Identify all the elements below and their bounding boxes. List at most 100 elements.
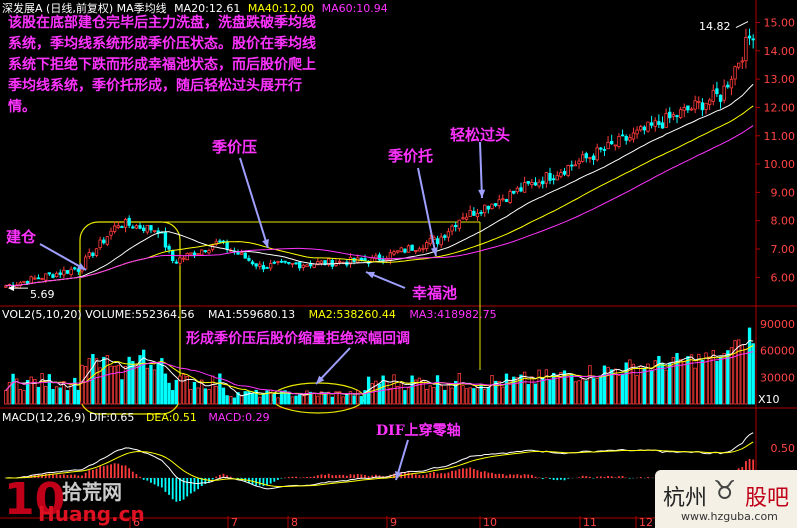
volume-bar	[330, 396, 335, 405]
candle-up	[588, 157, 592, 159]
volume-bar	[548, 379, 552, 405]
macd-value: MACD:0.29	[208, 411, 270, 424]
candle-up	[744, 36, 748, 62]
candle-down	[454, 224, 458, 228]
volume-bar	[171, 390, 175, 405]
candle-up	[653, 120, 657, 127]
volume-bar	[483, 389, 487, 405]
candle-up	[635, 129, 639, 135]
vol-ma3-line	[5, 351, 754, 395]
candle-down	[562, 170, 567, 175]
candle-down	[298, 261, 302, 269]
candle-up	[428, 238, 432, 245]
ma20-line	[5, 83, 754, 287]
volume-bar	[559, 372, 563, 405]
candle-down	[751, 38, 755, 41]
candle-up	[497, 199, 501, 207]
volume-bar	[580, 378, 585, 405]
volume-bar	[276, 397, 280, 405]
candle-up	[196, 253, 200, 255]
volume-bar	[123, 366, 128, 405]
volume-bar	[617, 375, 621, 405]
candle-down	[472, 210, 476, 216]
volume-bar	[508, 379, 512, 405]
chart-header: 深发展A (日线,前复权) MA季均线 MA20:12.61 MA40:12.0…	[2, 2, 388, 15]
candle-down	[73, 267, 77, 270]
volume-bar	[174, 379, 179, 405]
candle-up	[69, 268, 73, 275]
label-vol-note: 形成季价压后股价缩量拒绝深幅回调	[186, 331, 410, 347]
volume-bar	[541, 378, 545, 405]
volume-bar	[327, 391, 331, 405]
candle-up	[457, 219, 461, 229]
volume-bar	[192, 381, 197, 405]
candle-down	[279, 260, 284, 263]
candle-down	[570, 164, 574, 167]
candle-up	[515, 187, 520, 193]
vol-ma3: MA3:418982.75	[409, 308, 497, 321]
volume-bar	[472, 388, 476, 405]
arrow-xingfuchi-head	[366, 271, 375, 279]
volume-bar	[537, 369, 541, 405]
price-panel	[4, 28, 755, 289]
ma40-value: MA40:12.00	[247, 2, 315, 15]
volume-bar	[613, 368, 617, 405]
volume-bar	[301, 395, 305, 405]
volume-bar	[461, 385, 465, 405]
volume-bar	[236, 392, 240, 405]
candle-up	[189, 252, 193, 255]
volume-bar	[163, 373, 168, 405]
volume-bar	[555, 374, 559, 405]
volume-bar	[486, 386, 491, 405]
candle-up	[450, 225, 454, 232]
volume-bar	[675, 353, 679, 405]
watermark-left-cn: 拾荒网	[62, 480, 122, 504]
volume-bar	[247, 391, 251, 405]
volume-bar	[210, 375, 215, 405]
candle-up	[200, 249, 204, 256]
candle-down	[668, 111, 672, 119]
candle-down	[167, 245, 171, 250]
label-jiancang: 建仓	[6, 228, 37, 246]
candle-down	[247, 257, 251, 261]
volume-bar	[512, 376, 516, 405]
volume-bar	[660, 363, 665, 405]
month-label: 11	[583, 516, 597, 528]
volume-bar	[334, 391, 338, 405]
candle-down	[243, 252, 247, 259]
price-tick-label: 10.00	[764, 158, 796, 171]
volume-bar	[294, 395, 298, 405]
candle-up	[678, 109, 683, 118]
volume-bar	[22, 390, 26, 405]
volume-bar	[207, 389, 211, 405]
volume-bar	[142, 349, 146, 405]
arrow-jiancang-head	[77, 262, 86, 270]
candle-down	[287, 261, 291, 264]
candle-down	[142, 227, 146, 232]
candle-down	[218, 240, 222, 243]
volume-bar	[250, 393, 255, 405]
volume-bar	[370, 383, 374, 405]
candle-up	[664, 113, 668, 128]
volume-bar	[678, 358, 683, 405]
candle-up	[29, 276, 33, 284]
candle-up	[530, 182, 534, 185]
candle-up	[258, 263, 262, 267]
volume-bar	[305, 390, 309, 405]
candle-up	[617, 136, 621, 147]
volume-bar	[98, 367, 102, 405]
candle-down	[47, 272, 52, 275]
volume-bar	[515, 377, 520, 405]
candle-up	[631, 132, 636, 140]
volume-bar	[497, 381, 501, 405]
volume-bar	[178, 375, 182, 405]
candle-up	[185, 253, 189, 261]
watermark-right-cn2: 股吧	[745, 486, 790, 511]
volume-bar	[316, 395, 320, 405]
macd-dea: DEA:0.51	[145, 411, 197, 424]
volume-bar	[504, 373, 509, 405]
candle-up	[544, 172, 549, 184]
candle-up	[210, 245, 215, 250]
candle-up	[181, 257, 186, 260]
